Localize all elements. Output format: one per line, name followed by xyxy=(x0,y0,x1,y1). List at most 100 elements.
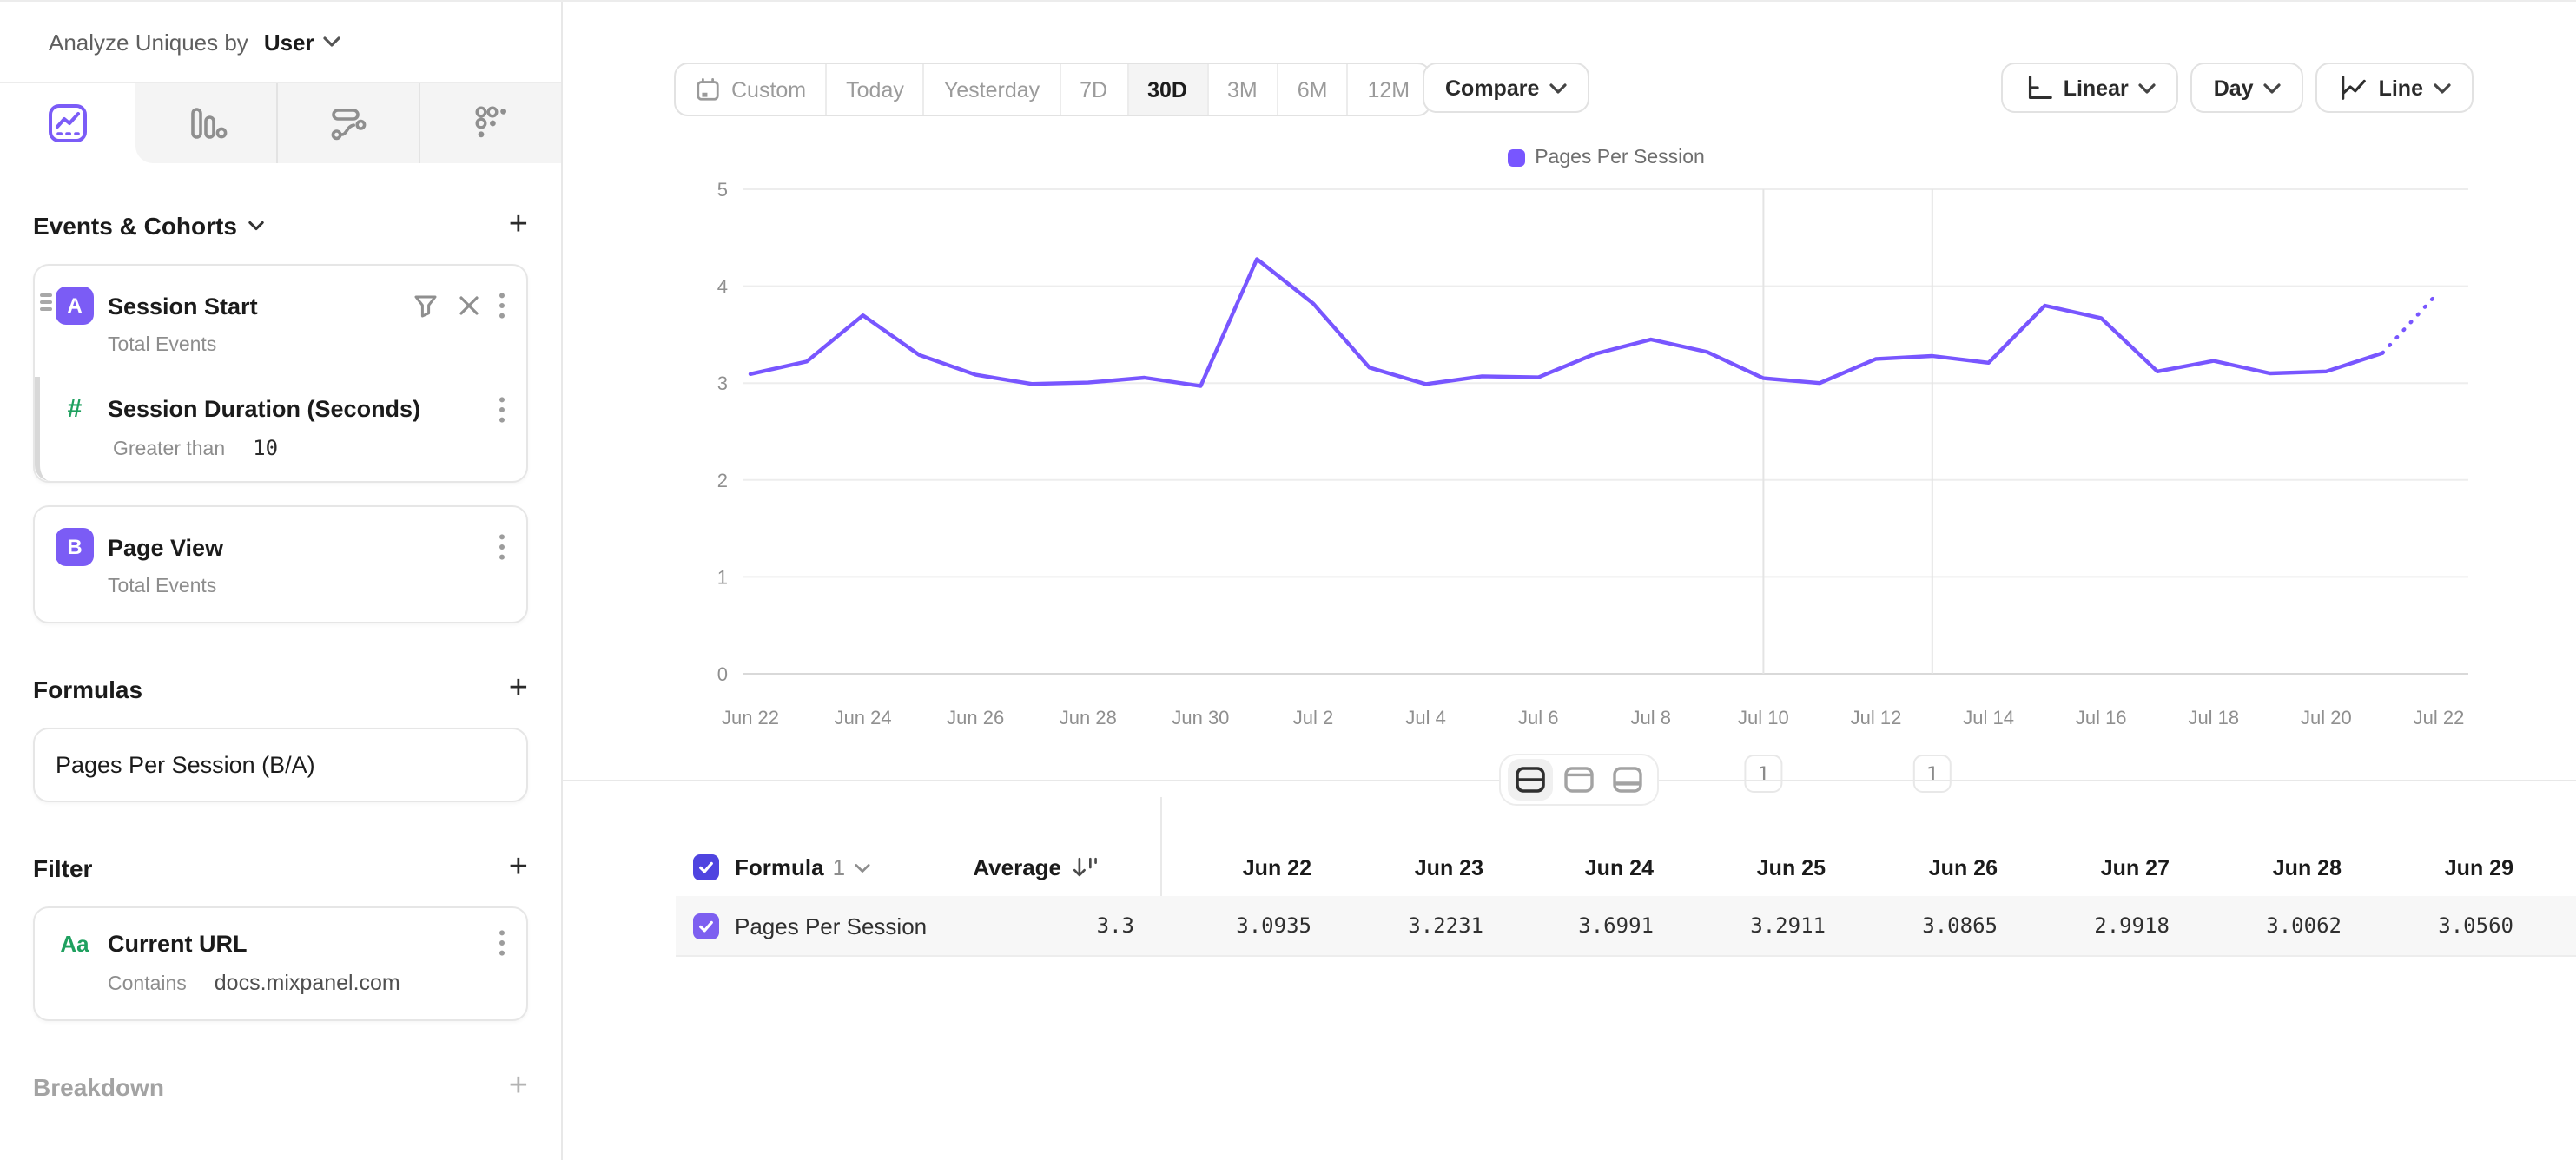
retention-dots-icon xyxy=(474,106,505,138)
filter-title[interactable]: Current URL xyxy=(108,930,248,956)
average-sort-header[interactable]: Average xyxy=(973,839,1100,896)
date-preset-12m[interactable]: 12M xyxy=(1346,64,1430,115)
interval-dropdown[interactable]: Day xyxy=(2190,63,2304,113)
y-scale-dropdown[interactable]: Linear xyxy=(2000,63,2179,113)
cell-value-jun-29: 3.0560 xyxy=(2438,913,2513,938)
chart-type-dropdown[interactable]: Line xyxy=(2315,63,2474,113)
operator-label[interactable]: Greater than xyxy=(113,439,226,460)
check-icon xyxy=(699,861,713,873)
series-group-dropdown[interactable]: Formula 1 xyxy=(735,839,869,896)
tab-flows[interactable] xyxy=(276,83,419,163)
events-section-header: Events & Cohorts + xyxy=(33,208,528,241)
cell-value-jun-25: 3.2911 xyxy=(1750,913,1826,938)
compare-dropdown[interactable]: Compare xyxy=(1423,63,1590,113)
event-letter-badge: B xyxy=(56,528,94,566)
layout-chart-and-table-button[interactable] xyxy=(1508,759,1553,801)
property-operator-row: Greater than 10 xyxy=(56,424,505,460)
split-view-icon xyxy=(1516,767,1545,793)
event-measure[interactable]: Total Events xyxy=(108,335,217,356)
formulas-section-title: Formulas xyxy=(33,675,143,702)
line-chart[interactable]: 0 1 2 3 4 5 1 1 Jun 22 Jun 24 Jun 26 Jun 28 Jun 30 Ju… xyxy=(563,141,2576,818)
layout-table-only-button[interactable] xyxy=(1605,759,1650,801)
chevron-down-icon xyxy=(323,36,340,47)
kebab-menu-icon[interactable] xyxy=(499,929,505,957)
x-tick-label: Jun 26 xyxy=(947,707,1004,728)
filter-row: Aa Current URL xyxy=(35,908,526,957)
chevron-down-icon xyxy=(854,863,869,872)
date-preset-today[interactable]: Today xyxy=(825,64,923,115)
cell-value-jun-26: 3.0865 xyxy=(1922,913,1998,938)
event-measure[interactable]: Total Events xyxy=(108,577,217,597)
chevron-down-icon xyxy=(2263,82,2282,93)
series-line-incomplete[interactable] xyxy=(2381,290,2441,355)
row-checkbox[interactable] xyxy=(693,913,719,939)
cell-value-jun-27: 2.9918 xyxy=(2094,913,2170,938)
column-header-jun-27: Jun 27 xyxy=(2100,855,2170,880)
date-preset-3m[interactable]: 3M xyxy=(1206,64,1277,115)
legend-label: Pages Per Session xyxy=(1535,148,1705,168)
filter-funnel-icon[interactable] xyxy=(412,292,439,320)
operator-value[interactable]: docs.mixpanel.com xyxy=(214,971,400,995)
event-title[interactable]: Session Start xyxy=(108,293,258,319)
kebab-menu-icon[interactable] xyxy=(499,533,505,561)
date-preset-custom[interactable]: Custom xyxy=(676,64,825,115)
select-all-checkbox[interactable] xyxy=(693,854,719,880)
date-preset-6m[interactable]: 6M xyxy=(1276,64,1347,115)
tab-funnels[interactable] xyxy=(135,83,276,163)
date-preset-yesterday[interactable]: Yesterday xyxy=(922,64,1059,115)
line-chart-icon xyxy=(2342,76,2367,100)
analyze-by-dropdown[interactable]: User xyxy=(264,29,340,55)
events-section-title: Events & Cohorts xyxy=(33,211,265,239)
table-data-row[interactable]: Pages Per Session 3.3 3.0935 3.2231 3.6991… xyxy=(676,896,2576,957)
analyze-by-row: Analyze Uniques by User xyxy=(0,2,561,82)
x-tick-label: Jun 30 xyxy=(1172,707,1229,728)
x-tick-label: Jul 18 xyxy=(2188,707,2239,728)
operator-value[interactable]: 10 xyxy=(253,436,279,460)
date-preset-7d[interactable]: 7D xyxy=(1059,64,1126,115)
series-line[interactable] xyxy=(748,257,2385,388)
x-tick-label: Jul 12 xyxy=(1851,707,1902,728)
annotation-count: 1 xyxy=(1926,762,1939,787)
flows-icon xyxy=(330,109,366,141)
event-title[interactable]: Page View xyxy=(108,534,224,560)
tab-retention[interactable] xyxy=(419,83,561,163)
annotation-marker[interactable] xyxy=(1912,755,1952,793)
formulas-section-header: Formulas + xyxy=(33,672,528,705)
property-title[interactable]: Session Duration (Seconds) xyxy=(108,396,421,422)
annotation-count: 1 xyxy=(1757,762,1769,787)
tab-insights[interactable] xyxy=(0,83,135,163)
check-icon xyxy=(699,919,713,932)
add-event-button[interactable]: + xyxy=(508,207,528,243)
x-tick-label: Jul 6 xyxy=(1518,707,1558,728)
drag-handle-icon[interactable] xyxy=(40,293,52,310)
cell-value-jun-28: 3.0062 xyxy=(2266,913,2342,938)
add-formula-button[interactable]: + xyxy=(508,670,528,707)
annotation-marker[interactable] xyxy=(1744,755,1783,793)
formula-card[interactable]: Pages Per Session (B/A) xyxy=(33,728,528,802)
filter-operator-row: Contains docs.mixpanel.com xyxy=(35,957,526,1019)
x-tick-label: Jul 8 xyxy=(1631,707,1671,728)
header-view-icon xyxy=(1564,767,1594,793)
funnels-bars-icon xyxy=(190,108,227,139)
event-card-session-start[interactable]: A Session Start Total Events # Session D… xyxy=(33,264,528,483)
legend-item-pages-per-session[interactable]: Pages Per Session xyxy=(1507,148,1705,168)
filter-section-header: Filter + xyxy=(33,851,528,884)
event-row-actions xyxy=(412,292,505,320)
add-filter-button[interactable]: + xyxy=(508,849,528,886)
add-breakdown-button[interactable]: + xyxy=(508,1068,528,1104)
calendar-icon xyxy=(697,77,719,101)
operator-label[interactable]: Contains xyxy=(108,974,187,995)
kebab-menu-icon[interactable] xyxy=(499,292,505,320)
layout-chart-only-button[interactable] xyxy=(1556,759,1602,801)
close-icon[interactable] xyxy=(457,293,481,318)
column-header-jun-28: Jun 28 xyxy=(2272,855,2342,880)
date-preset-30d[interactable]: 30D xyxy=(1126,64,1206,115)
kebab-menu-icon[interactable] xyxy=(499,395,505,423)
event-card-page-view[interactable]: B Page View Total Events xyxy=(33,505,528,623)
filter-card-current-url[interactable]: Aa Current URL Contains docs.mixpanel.co… xyxy=(33,906,528,1021)
column-header-jun-22: Jun 22 xyxy=(1242,855,1311,880)
x-tick-label: Jul 10 xyxy=(1738,707,1789,728)
inactive-tabs xyxy=(135,83,561,163)
report-type-tabs xyxy=(0,82,561,163)
